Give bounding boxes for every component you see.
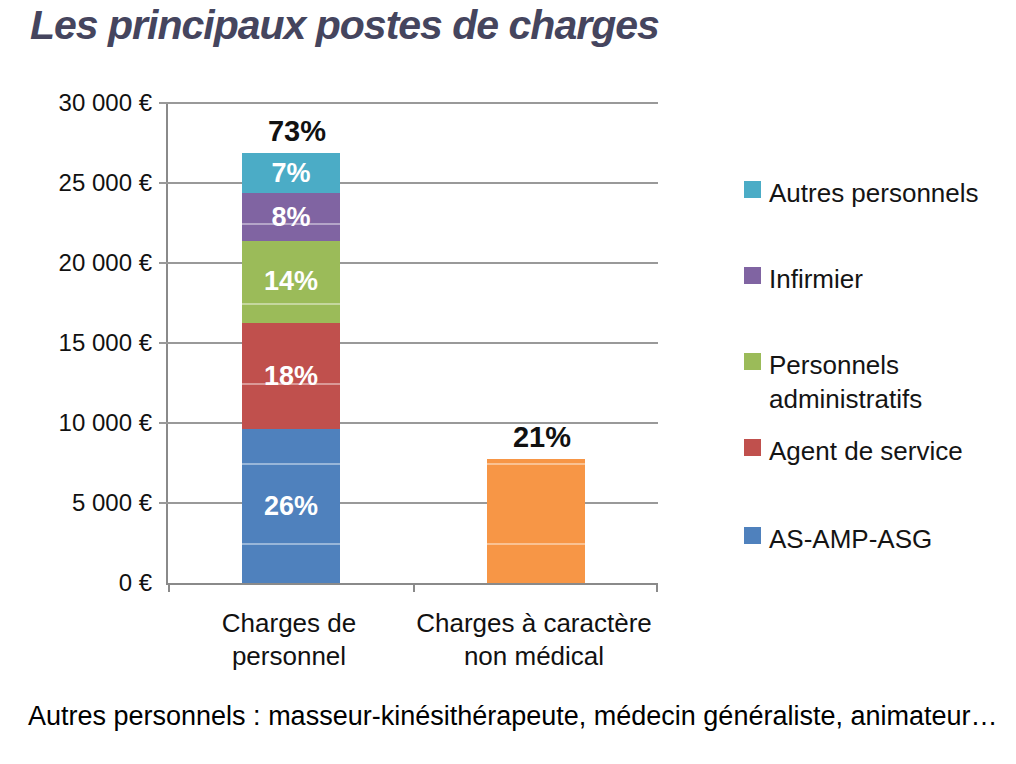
- y-tick-label: 5 000 €: [0, 489, 152, 517]
- x-axis-tick: [413, 585, 415, 592]
- bar-total-label: 73%: [237, 115, 357, 148]
- segment-percent-label: 14%: [264, 266, 318, 297]
- category-label-charges-non-medical: Charges à caractère non médical: [404, 607, 664, 673]
- bar-charges-caract-re-non-m-dical: [487, 459, 585, 583]
- segment-percent-label: 18%: [264, 361, 318, 392]
- segment-percent-label: 7%: [271, 158, 310, 189]
- y-tick-label: 25 000 €: [0, 169, 152, 197]
- legend-item-agent-de-service: Agent de service: [744, 434, 984, 468]
- bar-segment-personnels-administratifs: 14%: [242, 241, 340, 323]
- segment-percent-label: 8%: [271, 202, 310, 233]
- bar-segment-charges-caract-re-non-m-dical: [487, 459, 585, 583]
- y-axis-labels: 30 000 €25 000 €20 000 €15 000 €10 000 €…: [0, 103, 152, 583]
- bar-charges-de-personnel: 26% 18% 14% 8% 7%: [242, 153, 340, 583]
- minor-gridline: [170, 383, 658, 385]
- legend-item-label: AS-AMP-ASG: [769, 522, 984, 556]
- legend-item-autres-personnels: Autres personnels: [744, 176, 984, 210]
- legend-item-as-amp-asg: AS-AMP-ASG: [744, 522, 984, 556]
- minor-gridline: [170, 463, 658, 465]
- legend-color-swatch-icon: [744, 439, 761, 456]
- legend-item-infirmier: Infirmier: [744, 262, 984, 296]
- y-tick-label: 20 000 €: [0, 249, 152, 277]
- legend-item-label: Autres personnels: [769, 176, 984, 210]
- bar-segment-infirmier: 8%: [242, 193, 340, 240]
- chart-legend: Autres personnels Infirmier Personnels adm…: [744, 0, 1014, 600]
- legend-color-swatch-icon: [744, 527, 761, 544]
- bar-segment-autres-personnels: 7%: [242, 153, 340, 194]
- y-tick-label: 15 000 €: [0, 329, 152, 357]
- legend-color-swatch-icon: [744, 353, 761, 370]
- slide: Les principaux postes de charges 30 000 …: [0, 0, 1016, 764]
- legend-color-swatch-icon: [744, 267, 761, 284]
- y-tick-label: 30 000 €: [0, 89, 152, 117]
- bar-total-label: 21%: [482, 421, 602, 454]
- bar-segment-agent-de-service: 18%: [242, 323, 340, 429]
- legend-item-label: Personnels administratifs: [769, 348, 984, 416]
- y-tick-label: 10 000 €: [0, 409, 152, 437]
- gridline: [159, 182, 658, 184]
- bar-segment-as-amp-asg: 26%: [242, 429, 340, 583]
- minor-gridline: [170, 543, 658, 545]
- plot-area: 26% 18% 14% 8% 7% 73% 21%: [166, 103, 658, 585]
- footnote-text: Autres personnels : masseur-kinésithérap…: [28, 701, 998, 732]
- minor-gridline: [170, 303, 658, 305]
- x-axis-tick: [168, 585, 170, 592]
- gridline: [159, 102, 658, 104]
- y-tick-label: 0 €: [0, 569, 152, 597]
- page-title: Les principaux postes de charges: [30, 2, 659, 49]
- gridline: [159, 342, 658, 344]
- legend-item-label: Agent de service: [769, 434, 984, 468]
- x-axis-tick: [656, 585, 658, 592]
- category-label-charges-de-personnel: Charges de personnel: [159, 607, 419, 673]
- legend-item-personnels-administratifs: Personnels administratifs: [744, 348, 984, 416]
- gridline: [159, 262, 658, 264]
- legend-color-swatch-icon: [744, 181, 761, 198]
- legend-item-label: Infirmier: [769, 262, 984, 296]
- minor-gridline: [170, 223, 658, 225]
- segment-percent-label: 26%: [264, 491, 318, 522]
